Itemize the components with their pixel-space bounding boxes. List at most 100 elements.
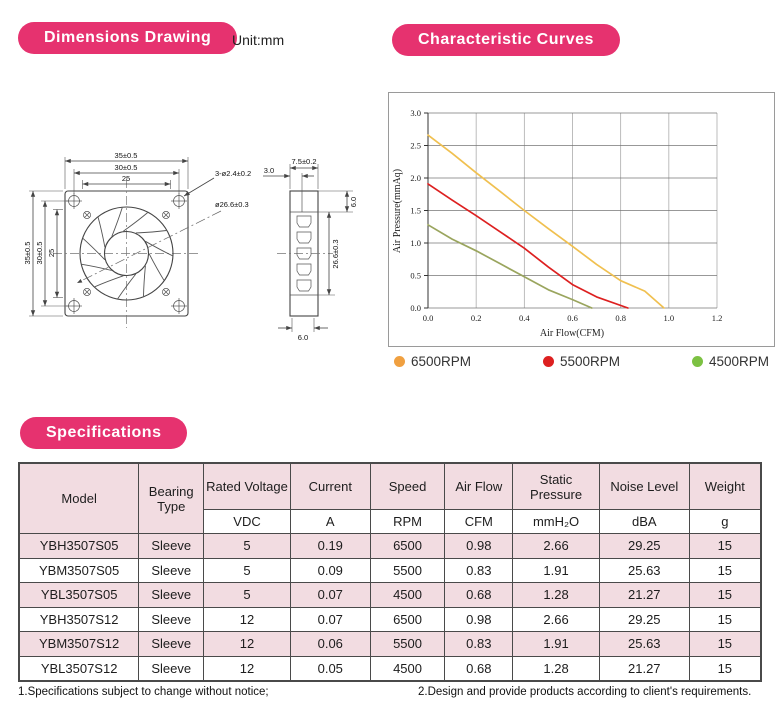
table-cell: 15 xyxy=(688,606,762,632)
table-cell: YBM3507S05 xyxy=(18,557,140,583)
table-cell: Sleeve xyxy=(138,533,205,559)
table-cell: Sleeve xyxy=(138,582,205,608)
col-header-speed: Speed xyxy=(369,462,446,510)
table-cell: 0.68 xyxy=(444,655,514,682)
col-header-noise: Noise Level xyxy=(598,462,690,510)
dimensions-drawing: 35±0.5 30±0.5 25 35±0.5 30±0.5 25 3 xyxy=(15,128,390,370)
col-header-pressure: Static Pressure xyxy=(512,462,600,510)
unit-dba: dBA xyxy=(598,509,690,534)
section-badge-specs: Specifications xyxy=(20,417,188,449)
table-cell: 5 xyxy=(203,582,291,608)
specifications-table: Model Bearing Type Rated Voltage Current… xyxy=(18,462,762,682)
table-cell: 12 xyxy=(203,655,291,682)
y-tick-label: 0.0 xyxy=(410,303,421,313)
table-cell: 21.27 xyxy=(598,655,690,682)
curve-4500RPM xyxy=(427,223,593,309)
y-tick-label: 1.0 xyxy=(410,238,421,248)
footer-notes: 1.Specifications subject to change witho… xyxy=(18,686,768,698)
table-cell: 4500 xyxy=(369,582,446,608)
table-cell: YBM3507S12 xyxy=(18,631,140,657)
dim-front-left-35: 35±0.5 xyxy=(23,242,32,265)
legend-item: 4500RPM xyxy=(691,354,769,369)
fan-blades xyxy=(81,207,173,299)
note-1: 1.Specifications subject to change witho… xyxy=(18,686,269,698)
table-cell: 5500 xyxy=(369,631,446,657)
legend-dot xyxy=(542,356,554,367)
y-tick-label: 3.0 xyxy=(410,108,421,118)
x-tick-label: 0.4 xyxy=(519,313,530,323)
table-cell: 12 xyxy=(203,631,291,657)
table-cell: Sleeve xyxy=(138,631,205,657)
table-cell: 0.05 xyxy=(289,655,371,682)
unit-rpm: RPM xyxy=(369,509,446,534)
table-cell: 5500 xyxy=(369,557,446,583)
table-cell: 12 xyxy=(203,606,291,632)
table-row: YBL3507S05 Sleeve 5 0.07 4500 0.68 1.28 21.27 15 xyxy=(18,582,762,608)
col-header-weight: Weight xyxy=(688,462,762,510)
table-cell: 0.06 xyxy=(289,631,371,657)
table-cell: YBH3507S05 xyxy=(18,533,140,559)
table-cell: 5 xyxy=(203,557,291,583)
table-row: YBL3507S12 Sleeve 12 0.05 4500 0.68 1.28 21.27 1… xyxy=(18,655,762,682)
y-tick-label: 1.5 xyxy=(410,206,421,216)
y-tick-label: 2.5 xyxy=(410,141,421,151)
dim-front-30: 30±0.5 xyxy=(115,163,138,172)
x-tick-label: 0.6 xyxy=(567,313,578,323)
section-badge-curves: Characteristic Curves xyxy=(392,24,620,56)
x-tick-label: 0.2 xyxy=(471,313,482,323)
section-badge-dimensions: Dimensions Drawing xyxy=(18,22,238,54)
table-cell: 15 xyxy=(688,582,762,608)
dim-holes-label: 3-ø2.4±0.2 xyxy=(215,169,251,178)
dim-side-duct: 26.6±0.3 xyxy=(331,239,340,268)
table-cell: 6500 xyxy=(369,606,446,632)
col-header-bearing: Bearing Type xyxy=(138,462,205,534)
table-cell: 29.25 xyxy=(598,606,690,632)
legend-label: 5500RPM xyxy=(559,354,621,369)
col-header-voltage: Rated Voltage xyxy=(203,462,291,510)
curve-6500RPM xyxy=(427,134,665,309)
dimensions-drawing-svg: 35±0.5 30±0.5 25 35±0.5 30±0.5 25 3 xyxy=(23,151,358,342)
dim-side-bottom: 6.0 xyxy=(298,333,308,342)
table-cell: 0.98 xyxy=(444,606,514,632)
curves-chart-panel: Air Pressure(mmAq) Air Flow(CFM) 0.0 0.2 0… xyxy=(388,92,775,347)
table-cell: YBL3507S12 xyxy=(18,655,140,682)
dim-diameter-label: ø26.6±0.3 xyxy=(215,200,249,209)
legend-item: 5500RPM xyxy=(542,354,621,369)
table-cell: 15 xyxy=(688,533,762,559)
table-cell: 5 xyxy=(203,533,291,559)
spec-table-body: YBH3507S05 Sleeve 5 0.19 6500 0.98 2.66 29.25 15… xyxy=(18,533,762,682)
fan-hub-circle xyxy=(103,230,150,277)
table-cell: Sleeve xyxy=(138,606,205,632)
legend-label: 4500RPM xyxy=(708,354,769,369)
curves-plot: Air Pressure(mmAq) Air Flow(CFM) 0.0 0.2 0… xyxy=(392,108,722,339)
table-row: YBM3507S05 Sleeve 5 0.09 5500 0.83 1.91 25.63 15 xyxy=(18,557,762,583)
x-tick-label: 0.8 xyxy=(615,313,626,323)
table-cell: 1.28 xyxy=(512,582,600,608)
dim-front-left-30: 30±0.5 xyxy=(35,242,44,265)
col-header-airflow: Air Flow xyxy=(444,462,514,510)
table-cell: 1.91 xyxy=(512,631,600,657)
x-tick-label: 0.0 xyxy=(423,313,434,323)
note-2: 2.Design and provide products according … xyxy=(418,686,752,698)
table-cell: 15 xyxy=(688,655,762,682)
legend-label: 6500RPM xyxy=(411,354,472,369)
col-header-model: Model xyxy=(18,462,140,534)
table-cell: 0.07 xyxy=(289,606,371,632)
table-cell: 15 xyxy=(688,631,762,657)
unit-note: Unit:mm xyxy=(232,32,285,48)
table-cell: 25.63 xyxy=(598,631,690,657)
unit-a: A xyxy=(289,509,371,534)
unit-mmh2o: mmH₂O xyxy=(512,509,600,534)
table-row: YBM3507S12 Sleeve 12 0.06 5500 0.83 1.91 25.63 1… xyxy=(18,631,762,657)
legend-dot xyxy=(691,356,703,367)
legend-dot xyxy=(394,356,405,367)
legend-item: 6500RPM xyxy=(394,354,471,369)
table-cell: 29.25 xyxy=(598,533,690,559)
dim-front-left-25: 25 xyxy=(47,249,56,257)
table-cell: 21.27 xyxy=(598,582,690,608)
table-cell: 0.68 xyxy=(444,582,514,608)
curve-5500RPM xyxy=(427,183,629,309)
dim-side-offset: 3.0 xyxy=(264,166,274,175)
table-cell: 25.63 xyxy=(598,557,690,583)
